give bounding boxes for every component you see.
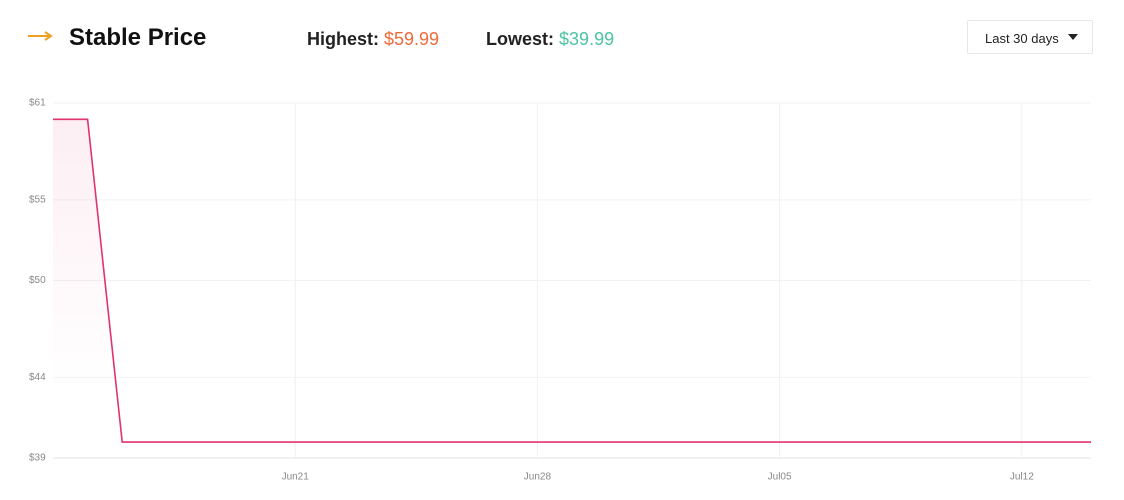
x-tick-label: Jun21 (282, 472, 310, 483)
dropdown-label: Last 30 days (985, 31, 1059, 46)
lowest: Lowest: $39.99 (486, 29, 614, 50)
price-area (53, 119, 1091, 458)
arrow-icon (28, 31, 53, 41)
dropdown-caret (1068, 34, 1078, 40)
y-tick-label: $55 (29, 194, 46, 205)
lowest-value: $39.99 (559, 29, 615, 49)
y-tick-label: $50 (29, 275, 46, 286)
highest: Highest: $59.99 (307, 29, 439, 50)
y-tick-label: $44 (29, 372, 46, 383)
title: Stable Price (69, 24, 207, 51)
price-line (53, 118, 1091, 443)
highest-value: $59.99 (384, 29, 440, 49)
x-tick-label: Jul05 (768, 472, 792, 483)
range-dropdown[interactable]: Last 30 days (967, 20, 1093, 54)
y-tick-label: $39 (29, 453, 46, 464)
highest-label: Highest: (307, 29, 379, 49)
lowest-label: Lowest: (486, 29, 555, 49)
x-tick-label: Jul12 (1010, 472, 1034, 483)
header: Stable Price Highest: $59.99 Lowest: $39… (0, 20, 1124, 56)
x-tick-label: Jun28 (524, 472, 552, 483)
y-tick-label: $61 (29, 98, 46, 109)
